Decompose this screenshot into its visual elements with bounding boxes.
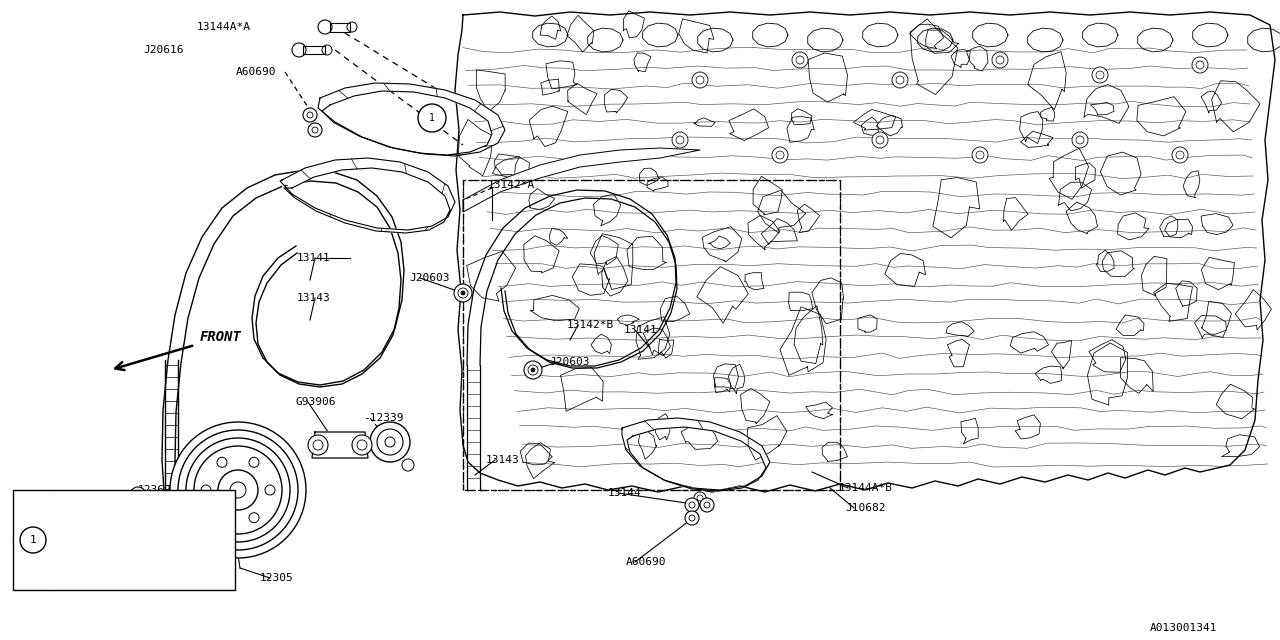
- Circle shape: [972, 147, 988, 163]
- Circle shape: [992, 52, 1009, 68]
- Circle shape: [250, 458, 259, 467]
- Text: 1: 1: [429, 113, 435, 123]
- Circle shape: [218, 458, 227, 467]
- Polygon shape: [622, 418, 771, 491]
- Circle shape: [347, 22, 357, 32]
- Text: 13142*B: 13142*B: [567, 320, 614, 330]
- Circle shape: [265, 485, 275, 495]
- Text: A013001341: A013001341: [1149, 623, 1217, 633]
- Circle shape: [692, 72, 708, 88]
- Circle shape: [131, 487, 146, 503]
- Polygon shape: [312, 432, 369, 458]
- Text: J20603: J20603: [549, 357, 590, 367]
- Circle shape: [402, 459, 413, 471]
- Circle shape: [218, 513, 227, 523]
- Circle shape: [308, 123, 323, 137]
- Circle shape: [170, 422, 306, 558]
- Text: 1: 1: [29, 535, 36, 545]
- Text: FRONT: FRONT: [200, 330, 242, 344]
- Circle shape: [685, 511, 699, 525]
- Circle shape: [1092, 67, 1108, 83]
- Text: -12339: -12339: [364, 413, 403, 423]
- Text: 13143: 13143: [486, 455, 520, 465]
- Circle shape: [892, 72, 908, 88]
- Text: 13144    ( -'16MY): 13144 ( -'16MY): [58, 560, 179, 570]
- Circle shape: [308, 435, 328, 455]
- Text: 13144*A('17MY- ): 13144*A('17MY- ): [58, 510, 166, 520]
- Text: J20616: J20616: [143, 45, 183, 55]
- Circle shape: [700, 498, 714, 512]
- Circle shape: [772, 147, 788, 163]
- Circle shape: [454, 284, 472, 302]
- Circle shape: [20, 527, 46, 553]
- Text: A60690: A60690: [626, 557, 667, 567]
- Circle shape: [317, 20, 332, 34]
- Circle shape: [694, 492, 707, 504]
- Circle shape: [218, 470, 259, 510]
- Text: A60690: A60690: [236, 67, 276, 77]
- Circle shape: [352, 435, 372, 455]
- Circle shape: [531, 368, 535, 372]
- Polygon shape: [317, 83, 506, 156]
- Polygon shape: [454, 12, 1275, 492]
- Circle shape: [370, 422, 410, 462]
- Text: 13141: 13141: [297, 253, 330, 263]
- Text: 13144A*B: 13144A*B: [838, 483, 893, 493]
- Circle shape: [292, 43, 306, 57]
- Circle shape: [250, 513, 259, 523]
- Circle shape: [792, 52, 808, 68]
- Circle shape: [524, 361, 541, 379]
- Circle shape: [872, 132, 888, 148]
- Polygon shape: [463, 148, 700, 212]
- Circle shape: [672, 132, 689, 148]
- Polygon shape: [303, 46, 325, 54]
- Circle shape: [303, 108, 317, 122]
- Text: 13144: 13144: [608, 488, 641, 498]
- Circle shape: [461, 291, 465, 295]
- Circle shape: [201, 485, 211, 495]
- Circle shape: [1192, 57, 1208, 73]
- Circle shape: [1172, 147, 1188, 163]
- Circle shape: [419, 104, 445, 132]
- Circle shape: [323, 45, 332, 55]
- Text: J10682: J10682: [845, 503, 886, 513]
- Polygon shape: [280, 158, 454, 233]
- Polygon shape: [330, 23, 349, 32]
- Circle shape: [685, 498, 699, 512]
- Circle shape: [1073, 132, 1088, 148]
- Text: 13142*A: 13142*A: [488, 180, 535, 190]
- Bar: [13, 490, 236, 590]
- Text: 13141: 13141: [625, 325, 658, 335]
- Text: 13143: 13143: [297, 293, 330, 303]
- Text: 13144A*A: 13144A*A: [197, 22, 251, 32]
- Text: 12305: 12305: [260, 573, 293, 583]
- Text: G93906: G93906: [296, 397, 337, 407]
- Text: 12369: 12369: [138, 485, 172, 495]
- Text: J20603: J20603: [410, 273, 449, 283]
